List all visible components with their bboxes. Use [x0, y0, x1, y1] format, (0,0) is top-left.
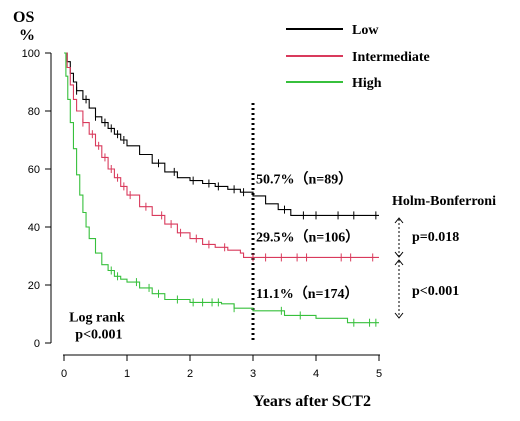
y-tick-label: 40 [28, 222, 40, 234]
p-value-intermediate-vs-high: p<0.001 [412, 284, 459, 299]
y-tick-label: 0 [34, 338, 40, 350]
x-tick-label: 0 [61, 368, 67, 380]
y-axis-title-line2: % [19, 27, 35, 44]
arrowhead-up-2 [394, 259, 404, 266]
y-tick-label: 80 [28, 106, 40, 118]
curve-low [64, 52, 379, 216]
log-rank-label: Log rank [69, 310, 125, 325]
x-ticks: 0 1 2 3 4 5 [61, 355, 382, 380]
arrowhead-down [394, 251, 404, 258]
p-value-low-vs-intermediate: p=0.018 [412, 230, 459, 245]
intermediate-3yr-annotation: 29.5%（n=106） [256, 230, 359, 246]
x-tick-label: 1 [124, 368, 130, 380]
arrowhead-down-2 [394, 312, 404, 319]
legend-label-intermediate: Intermediate [352, 50, 430, 65]
y-ticks: 0 20 40 60 80 100 [22, 48, 51, 350]
x-tick-label: 3 [250, 368, 256, 380]
y-axis-title-line1: OS [13, 9, 34, 26]
legend: Low Intermediate High [286, 23, 430, 91]
x-axis-title: Years after SCT2 [253, 393, 371, 410]
high-3yr-annotation: 11.1%（n=174） [256, 286, 359, 302]
holm-bonferroni-label: Holm-Bonferroni [392, 194, 496, 209]
low-3yr-annotation: 50.7%（n=89） [256, 172, 352, 188]
legend-label-low: Low [352, 23, 379, 38]
y-tick-label: 20 [28, 280, 40, 292]
log-rank-p-value: p<0.001 [75, 328, 122, 343]
x-tick-label: 5 [376, 368, 382, 380]
y-tick-label: 100 [22, 48, 40, 60]
comparison-arrows [394, 217, 404, 319]
arrowhead-up [394, 217, 404, 224]
x-tick-label: 2 [187, 368, 193, 380]
curve-intermediate [64, 52, 379, 258]
survival-curves [64, 52, 379, 327]
legend-label-high: High [352, 76, 382, 91]
y-tick-label: 60 [28, 164, 40, 176]
curve-high [64, 52, 379, 324]
x-tick-label: 4 [313, 368, 319, 380]
